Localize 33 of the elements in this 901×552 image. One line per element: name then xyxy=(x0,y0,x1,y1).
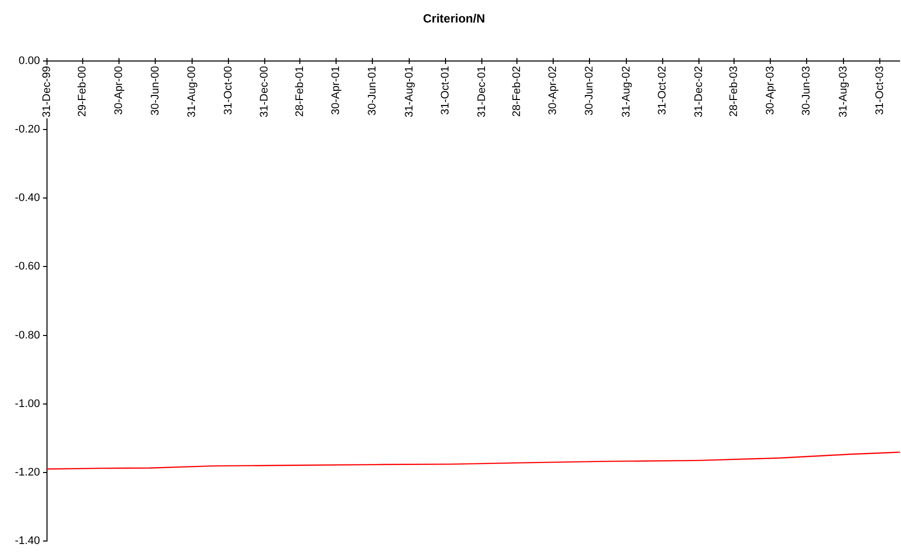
chart-title: Criterion/N xyxy=(422,12,486,26)
x-tick-label: 30-Apr-00 xyxy=(113,66,126,115)
x-tick-label: 31-Aug-01 xyxy=(403,66,416,118)
x-tick-label: 31-Oct-03 xyxy=(874,66,886,115)
x-tick-label: 30-Jun-02 xyxy=(584,66,596,116)
y-tick-label: 0.00 xyxy=(18,55,40,68)
x-tick-label: 30-Apr-01 xyxy=(330,66,342,115)
x-tick-label: 31-Aug-02 xyxy=(620,66,632,118)
y-tick-label: -1.00 xyxy=(14,398,40,410)
x-tick-label: 30-Apr-02 xyxy=(547,66,560,115)
x-tick-label: 31-Dec-00 xyxy=(258,66,271,118)
x-tick-label: 30-Jun-00 xyxy=(149,66,162,116)
x-tick-label: 30-Jun-01 xyxy=(366,66,378,116)
x-tick-label: 31-Dec-01 xyxy=(476,66,488,118)
y-tick-label: -0.40 xyxy=(14,192,40,204)
y-tick-label: -1.20 xyxy=(14,466,40,478)
x-tick-label: 31-Oct-02 xyxy=(656,66,669,115)
y-tick-label: -0.60 xyxy=(14,260,40,273)
y-tick-label: -1.40 xyxy=(14,535,40,548)
x-tick-label: 31-Aug-03 xyxy=(838,66,850,118)
x-tick-label: 31-Dec-99 xyxy=(41,66,54,118)
x-tick-label: 30-Jun-03 xyxy=(800,66,813,116)
y-tick-label: -0.80 xyxy=(14,329,40,342)
x-tick-label: 31-Aug-00 xyxy=(186,66,198,118)
x-tick-label: 28-Feb-03 xyxy=(728,66,740,117)
x-tick-label: 31-Dec-02 xyxy=(692,66,705,118)
x-tick-label: 31-Oct-01 xyxy=(440,66,452,115)
y-tick-label: -0.20 xyxy=(14,124,40,136)
x-tick-label: 30-Apr-03 xyxy=(764,66,776,115)
x-tick-label: 29-Feb-00 xyxy=(76,66,89,117)
x-tick-label: 31-Oct-00 xyxy=(222,66,234,115)
x-tick-label: 28-Feb-02 xyxy=(510,66,523,117)
x-tick-label: 28-Feb-01 xyxy=(294,66,306,117)
